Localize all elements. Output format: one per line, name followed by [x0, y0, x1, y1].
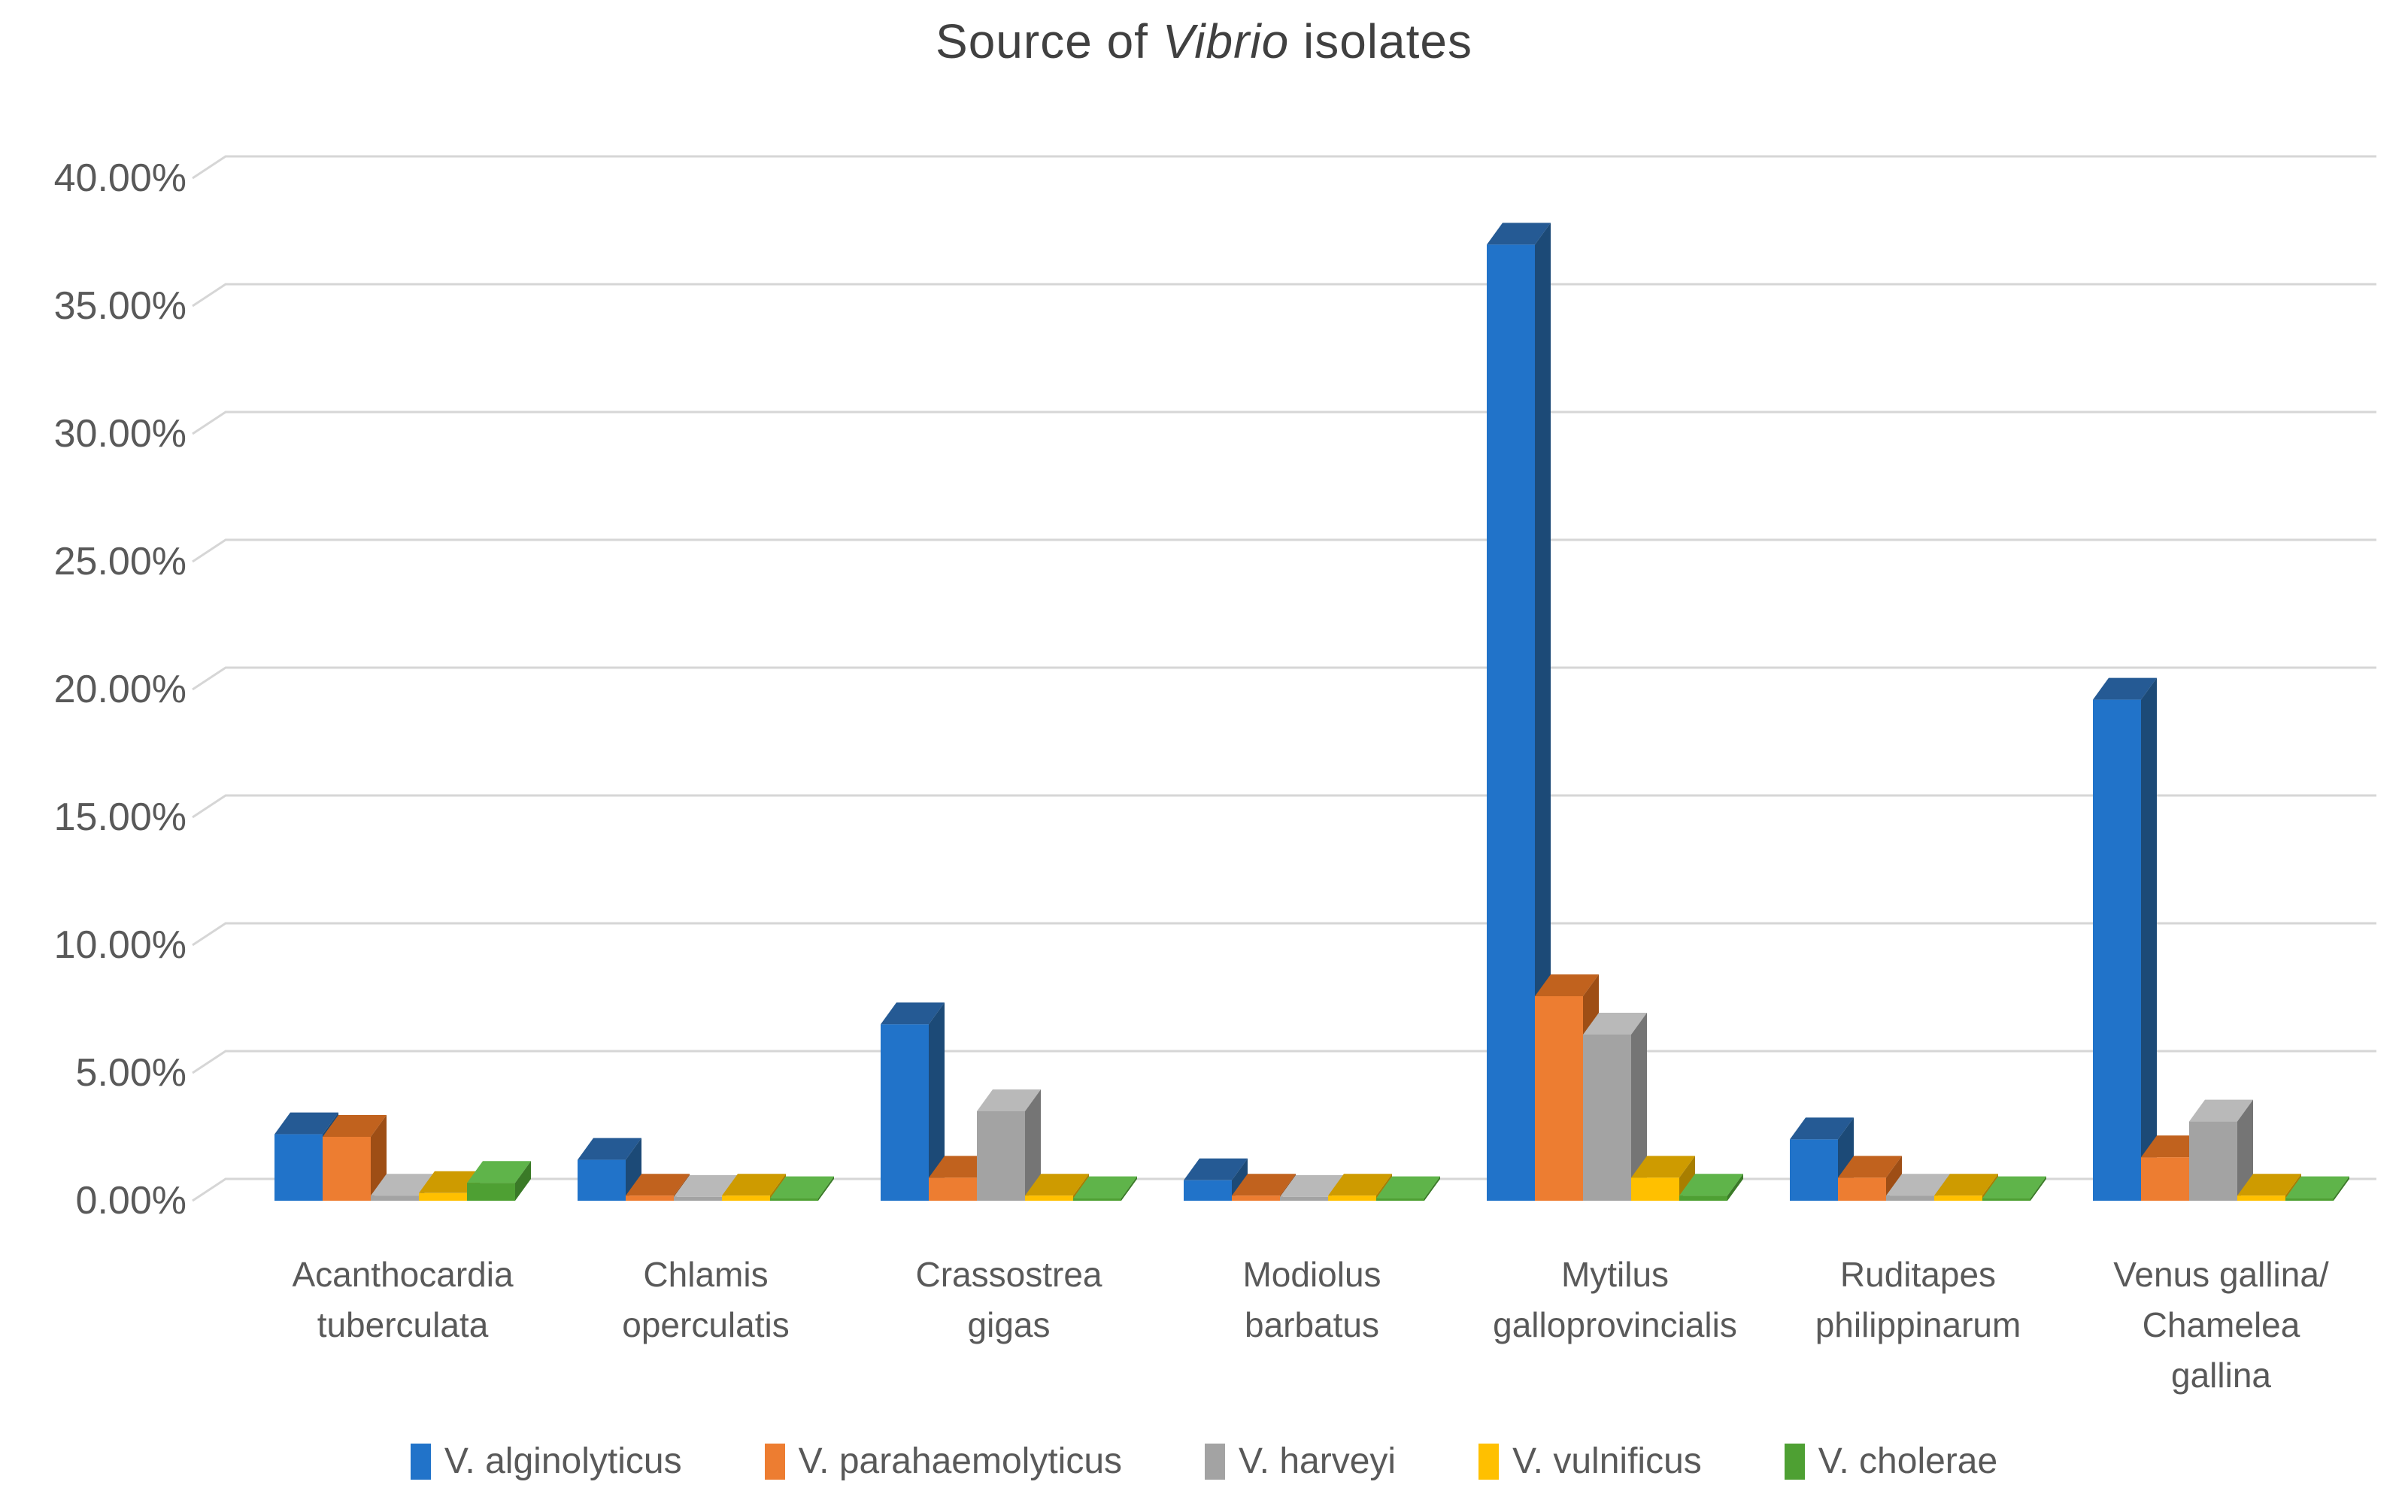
y-axis-label-10-00pct: 10.00% — [53, 923, 187, 967]
legend-item-v-cholerae: V. cholerae — [1784, 1441, 1998, 1482]
gridline — [192, 538, 2376, 563]
bar-v-alginolyticus-mytilus-galloprovincialis — [1487, 223, 1551, 1201]
category-label-line: operculatis — [622, 1305, 790, 1344]
category-label-line: Acanthocardia — [292, 1255, 514, 1294]
category-label-line: Modiolus — [1242, 1255, 1381, 1294]
bar-v-alginolyticus-crassostrea-gigas — [881, 1002, 945, 1201]
legend-color-chip — [764, 1443, 785, 1480]
legend-item-v-harveyi: V. harveyi — [1205, 1441, 1396, 1482]
category-label-chlamis-operculatis: Chlamis operculatis — [533, 1250, 879, 1350]
y-axis-label-15-00pct: 15.00% — [53, 795, 187, 839]
bar-v-vulnificus-mytilus-galloprovincialis — [1631, 1156, 1695, 1201]
legend-label: V. cholerae — [1818, 1441, 1998, 1481]
legend-label: V. harveyi — [1239, 1441, 1397, 1481]
gridline — [192, 283, 2376, 308]
y-axis-label-25-00pct: 25.00% — [53, 540, 187, 583]
category-label-line: Chamelea — [2142, 1305, 2300, 1344]
legend-item-v-vulnificus: V. vulnificus — [1478, 1441, 1702, 1482]
legend-label: V. alginolyticus — [444, 1441, 682, 1481]
legend-label: V. vulnificus — [1512, 1441, 1702, 1481]
category-label-line: philippinarum — [1815, 1305, 2021, 1344]
gridline — [192, 1050, 2376, 1074]
category-label-ruditapes-philippinarum: Ruditapes philippinarum — [1745, 1250, 2091, 1350]
chart-title-prefix: Source of — [936, 14, 1163, 68]
legend-color-chip — [410, 1443, 431, 1480]
bar-v-alginolyticus-chlamis-operculatis — [578, 1138, 641, 1201]
bar-v-alginolyticus-venus-gallina-chamelea-gallina — [2093, 677, 2157, 1201]
chart-title-suffix: isolates — [1289, 14, 1472, 68]
category-label-mytilus-galloprovincialis: Mytilus galloprovincialis — [1442, 1250, 1788, 1350]
category-label-line: gallina — [2171, 1356, 2271, 1395]
bar-v-cholerae-mytilus-galloprovincialis — [1679, 1174, 1743, 1201]
bar-v-alginolyticus-modiolus-barbatus — [1184, 1158, 1248, 1201]
bar-v-parahaemolyticus-ruditapes-philippinarum — [1838, 1156, 1902, 1201]
legend-color-chip — [1784, 1443, 1805, 1480]
chart-title: Source of Vibrio isolates — [0, 14, 2408, 69]
category-label-line: barbatus — [1244, 1305, 1379, 1344]
gridline — [192, 155, 2376, 180]
category-label-line: gigas — [967, 1305, 1051, 1344]
category-label-line: Mytilus — [1560, 1255, 1670, 1294]
bar-v-cholerae-crassostrea-gigas — [1073, 1176, 1137, 1201]
y-axis-label-35-00pct: 35.00% — [53, 284, 187, 328]
bar-v-harveyi-crassostrea-gigas — [977, 1089, 1041, 1201]
legend-label: V. parahaemolyticus — [798, 1441, 1123, 1481]
bar-v-cholerae-acanthocardia-tuberculata — [467, 1161, 531, 1201]
category-label-line: Ruditapes — [1839, 1255, 1997, 1294]
bar-v-parahaemolyticus-crassostrea-gigas — [929, 1156, 993, 1201]
gridline — [192, 794, 2376, 819]
category-label-acanthocardia-tuberculata: Acanthocardia tuberculata — [230, 1250, 576, 1350]
bar-v-cholerae-modiolus-barbatus — [1376, 1176, 1440, 1201]
category-label-line: Chlamis — [643, 1255, 769, 1294]
bar-v-cholerae-chlamis-operculatis — [770, 1176, 834, 1201]
bar-v-parahaemolyticus-acanthocardia-tuberculata — [323, 1115, 387, 1201]
legend-item-v-alginolyticus: V. alginolyticus — [410, 1441, 682, 1482]
gridline — [192, 922, 2376, 947]
bar-v-harveyi-venus-gallina-chamelea-gallina — [2189, 1099, 2253, 1201]
category-label-modiolus-barbatus: Modiolus barbatus — [1139, 1250, 1485, 1350]
bar-v-cholerae-venus-gallina-chamelea-gallina — [2285, 1176, 2349, 1201]
category-label-line: tuberculata — [317, 1305, 489, 1344]
y-axis-label-0-00pct: 0.00% — [75, 1179, 187, 1223]
y-axis-label-5-00pct: 5.00% — [75, 1051, 187, 1095]
y-axis-label-30-00pct: 30.00% — [53, 412, 187, 456]
legend-color-chip — [1478, 1443, 1500, 1480]
category-label-crassostrea-gigas: Crassostrea gigas — [836, 1250, 1182, 1350]
category-label-line: Crassostrea — [915, 1255, 1102, 1294]
y-axis-label-40-00pct: 40.00% — [53, 156, 187, 200]
legend: V. alginolyticus V. parahaemolyticus V. ha… — [0, 1441, 2408, 1482]
category-label-venus-gallina-chamelea-gallina: Venus gallina/Chamelea gallina — [2049, 1250, 2394, 1401]
legend-color-chip — [1205, 1443, 1226, 1480]
gridline — [192, 411, 2376, 435]
legend-item-v-parahaemolyticus: V. parahaemolyticus — [764, 1441, 1123, 1482]
bar-v-cholerae-ruditapes-philippinarum — [1982, 1176, 2046, 1201]
chart-title-vibrio-italic: Vibrio — [1162, 14, 1290, 68]
y-axis-label-20-00pct: 20.00% — [53, 668, 187, 711]
category-label-line: galloprovincialis — [1493, 1305, 1737, 1344]
category-label-line: Venus gallina/ — [2113, 1255, 2329, 1294]
gridline — [192, 666, 2376, 691]
bar-v-harveyi-mytilus-galloprovincialis — [1583, 1013, 1647, 1201]
